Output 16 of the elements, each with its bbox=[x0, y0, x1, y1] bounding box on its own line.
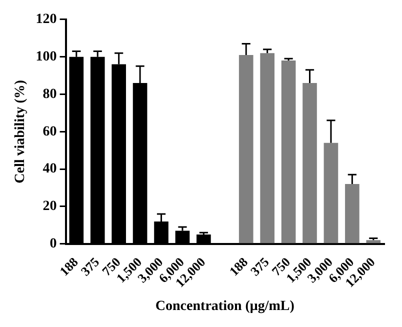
bar bbox=[366, 240, 381, 244]
bar bbox=[238, 54, 254, 244]
y-tick-label: 0 bbox=[50, 236, 57, 252]
y-axis-title: Cell viability (%) bbox=[13, 80, 28, 184]
bar bbox=[260, 53, 274, 244]
y-tick-label: 40 bbox=[42, 162, 57, 177]
x-axis-title: Concentration (μg/mL) bbox=[155, 299, 295, 314]
y-tick-label: 60 bbox=[42, 124, 57, 140]
y-tick-label: 120 bbox=[36, 12, 57, 28]
y-tick-label: 20 bbox=[42, 199, 57, 214]
y-tick-label: 80 bbox=[42, 86, 57, 102]
bar bbox=[324, 142, 338, 244]
bar bbox=[302, 83, 317, 244]
bar bbox=[281, 60, 296, 244]
bar bbox=[345, 184, 360, 244]
y-tick-label: 100 bbox=[36, 49, 57, 64]
